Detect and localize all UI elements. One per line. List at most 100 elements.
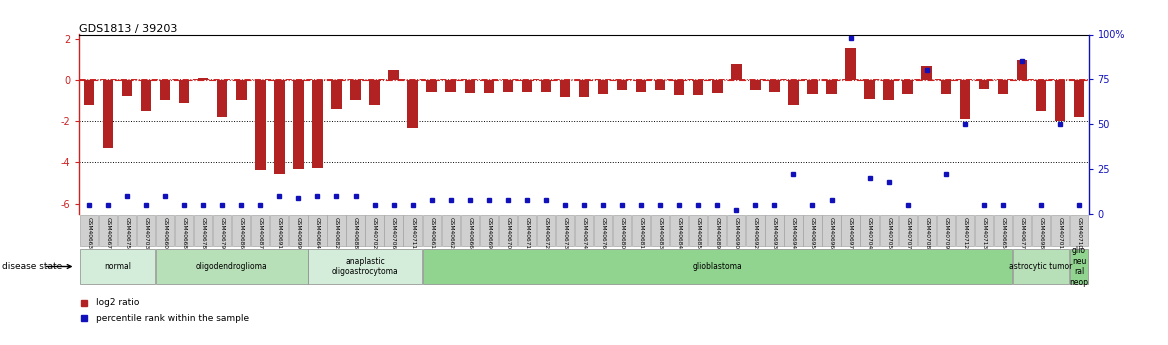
Bar xyxy=(465,80,475,93)
FancyBboxPatch shape xyxy=(880,215,898,246)
Text: GSM40681: GSM40681 xyxy=(639,217,644,248)
Bar xyxy=(312,80,322,168)
Text: GSM40676: GSM40676 xyxy=(600,217,605,248)
FancyBboxPatch shape xyxy=(1051,215,1069,246)
Bar xyxy=(997,80,1008,94)
FancyBboxPatch shape xyxy=(137,215,155,246)
FancyBboxPatch shape xyxy=(1013,215,1031,246)
Text: glio
neu
ral
neop: glio neu ral neop xyxy=(1070,246,1089,287)
Bar xyxy=(274,80,285,174)
Bar xyxy=(693,80,703,95)
Bar xyxy=(864,80,875,99)
Text: GSM40674: GSM40674 xyxy=(582,217,586,249)
FancyBboxPatch shape xyxy=(99,215,117,246)
Text: GSM40668: GSM40668 xyxy=(182,217,187,248)
FancyBboxPatch shape xyxy=(708,215,726,246)
Bar xyxy=(807,80,818,94)
Bar xyxy=(559,80,570,97)
Bar xyxy=(770,80,780,92)
Text: GSM40669: GSM40669 xyxy=(486,217,492,248)
Bar xyxy=(598,80,609,94)
FancyBboxPatch shape xyxy=(251,215,270,246)
Bar xyxy=(712,80,723,93)
Text: GSM40712: GSM40712 xyxy=(962,217,967,249)
FancyBboxPatch shape xyxy=(861,215,878,246)
FancyBboxPatch shape xyxy=(232,215,250,246)
Text: GSM40696: GSM40696 xyxy=(829,217,834,248)
Bar xyxy=(1073,80,1084,117)
Text: GSM40691: GSM40691 xyxy=(277,217,281,248)
Text: GSM40694: GSM40694 xyxy=(791,217,795,249)
Text: GSM40707: GSM40707 xyxy=(905,217,910,249)
Bar xyxy=(731,65,742,80)
Bar xyxy=(160,80,171,100)
FancyBboxPatch shape xyxy=(937,215,955,246)
FancyBboxPatch shape xyxy=(442,215,460,246)
FancyBboxPatch shape xyxy=(366,215,384,246)
Text: GSM40690: GSM40690 xyxy=(734,217,739,249)
Text: GSM40708: GSM40708 xyxy=(924,217,930,249)
Text: GSM40693: GSM40693 xyxy=(772,217,777,249)
Bar xyxy=(502,80,513,92)
Text: GSM40685: GSM40685 xyxy=(696,217,701,249)
FancyBboxPatch shape xyxy=(403,215,422,246)
FancyBboxPatch shape xyxy=(480,215,498,246)
Bar xyxy=(541,80,551,92)
Bar xyxy=(1036,80,1047,111)
Text: GSM40705: GSM40705 xyxy=(887,217,891,249)
Text: GSM40701: GSM40701 xyxy=(1057,217,1063,249)
Text: percentile rank within the sample: percentile rank within the sample xyxy=(96,314,249,323)
Text: GSM40660: GSM40660 xyxy=(162,217,167,248)
Text: GSM40695: GSM40695 xyxy=(809,217,815,249)
Text: GSM40671: GSM40671 xyxy=(524,217,529,248)
FancyBboxPatch shape xyxy=(347,215,364,246)
Bar xyxy=(141,80,152,111)
Text: anaplastic
oligoastrocytoma: anaplastic oligoastrocytoma xyxy=(332,257,398,276)
FancyBboxPatch shape xyxy=(423,215,440,246)
FancyBboxPatch shape xyxy=(157,249,307,284)
FancyBboxPatch shape xyxy=(841,215,860,246)
Text: GSM40670: GSM40670 xyxy=(506,217,510,249)
FancyBboxPatch shape xyxy=(384,215,403,246)
FancyBboxPatch shape xyxy=(994,215,1011,246)
FancyBboxPatch shape xyxy=(898,215,917,246)
FancyBboxPatch shape xyxy=(1031,215,1050,246)
Text: GSM40709: GSM40709 xyxy=(944,217,948,249)
Text: normal: normal xyxy=(104,262,131,271)
Text: GSM40713: GSM40713 xyxy=(981,217,986,249)
FancyBboxPatch shape xyxy=(290,215,307,246)
FancyBboxPatch shape xyxy=(651,215,669,246)
Text: GSM40680: GSM40680 xyxy=(619,217,625,249)
Text: log2 ratio: log2 ratio xyxy=(96,298,139,307)
Text: GSM40666: GSM40666 xyxy=(467,217,472,248)
Bar xyxy=(655,80,666,90)
FancyBboxPatch shape xyxy=(632,215,651,246)
Text: GSM40672: GSM40672 xyxy=(543,217,549,249)
Text: GSM40699: GSM40699 xyxy=(296,217,301,249)
FancyBboxPatch shape xyxy=(270,215,288,246)
Text: GSM40675: GSM40675 xyxy=(125,217,130,249)
FancyBboxPatch shape xyxy=(746,215,765,246)
Bar xyxy=(617,80,627,90)
FancyBboxPatch shape xyxy=(213,215,231,246)
FancyBboxPatch shape xyxy=(918,215,936,246)
FancyBboxPatch shape xyxy=(689,215,708,246)
Text: astrocytic tumor: astrocytic tumor xyxy=(1009,262,1072,271)
Text: GSM40683: GSM40683 xyxy=(658,217,662,249)
Text: GSM40704: GSM40704 xyxy=(867,217,872,249)
FancyBboxPatch shape xyxy=(327,215,346,246)
Bar xyxy=(788,80,799,105)
Bar xyxy=(293,80,304,169)
Bar xyxy=(332,80,342,109)
Text: disease state: disease state xyxy=(2,262,63,271)
FancyBboxPatch shape xyxy=(575,215,593,246)
Bar xyxy=(103,80,113,148)
FancyBboxPatch shape xyxy=(79,249,155,284)
Bar xyxy=(846,48,856,80)
Text: GSM40662: GSM40662 xyxy=(449,217,453,248)
Text: GSM40673: GSM40673 xyxy=(563,217,568,249)
Bar xyxy=(388,70,398,80)
Bar xyxy=(960,80,971,119)
Text: GSM40697: GSM40697 xyxy=(848,217,853,249)
Bar xyxy=(883,80,894,100)
